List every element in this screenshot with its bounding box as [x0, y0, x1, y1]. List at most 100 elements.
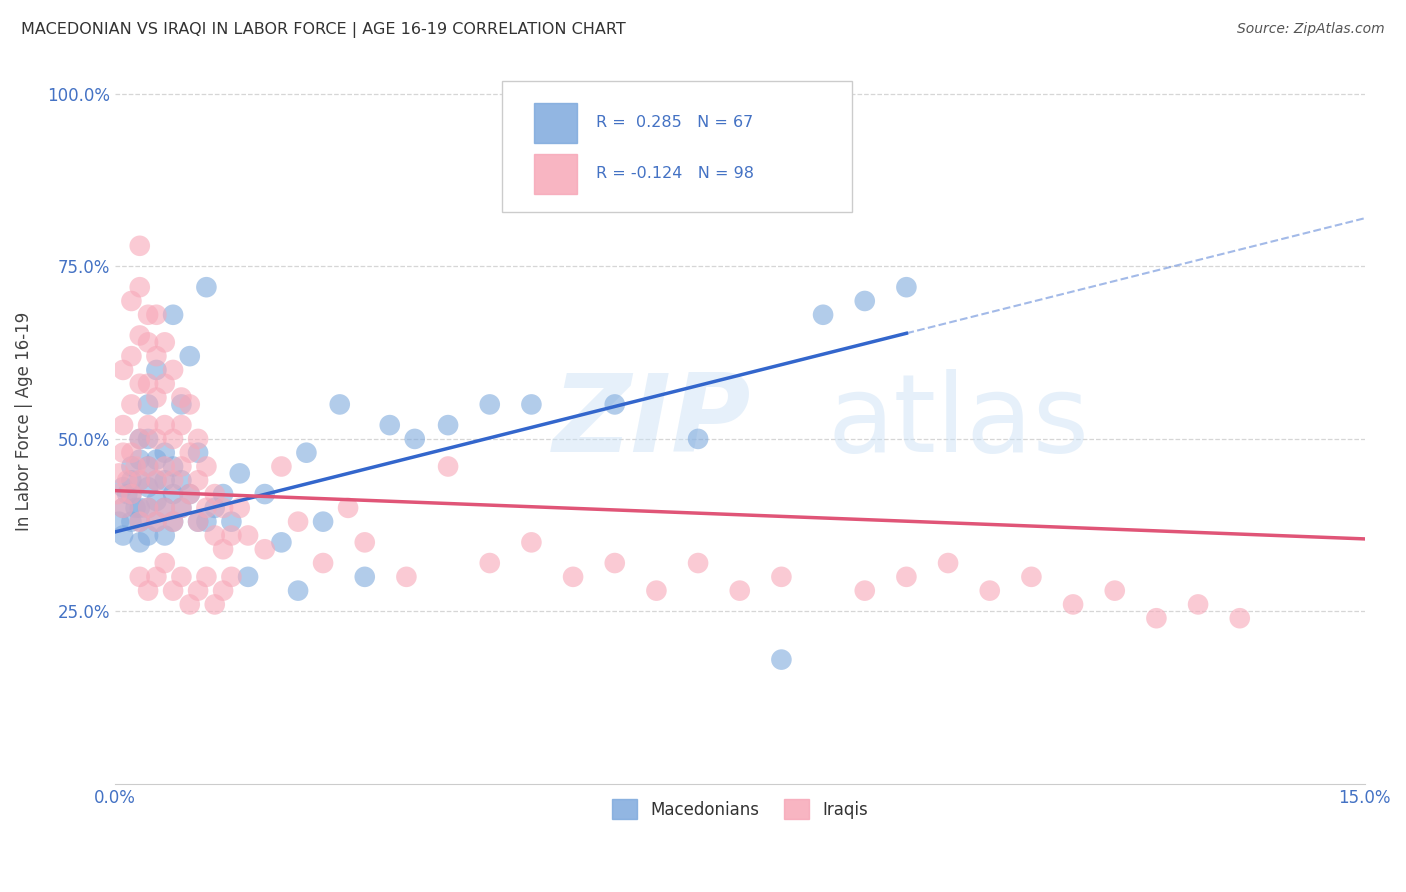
Point [120, 473, 142, 487]
Point [170, 418, 193, 433]
Point [179, 598, 201, 612]
Point [1021, 570, 1043, 584]
Point [204, 487, 226, 501]
Point [229, 500, 252, 515]
Point [478, 556, 501, 570]
Point [153, 376, 176, 391]
Point [136, 459, 159, 474]
Point [212, 583, 235, 598]
Point [404, 432, 426, 446]
Point [128, 570, 150, 584]
Point [688, 556, 710, 570]
Point [162, 459, 184, 474]
Point [179, 349, 201, 363]
Point [179, 446, 201, 460]
Point [153, 459, 176, 474]
Point [728, 583, 751, 598]
Point [145, 452, 167, 467]
Point [212, 542, 235, 557]
Point [108, 467, 131, 481]
Point [128, 280, 150, 294]
Y-axis label: In Labor Force | Age 16-19: In Labor Force | Age 16-19 [15, 312, 32, 532]
Point [136, 583, 159, 598]
Point [136, 432, 159, 446]
Point [603, 556, 626, 570]
Point [112, 528, 135, 542]
Point [179, 397, 201, 411]
Point [353, 535, 375, 549]
Point [120, 397, 142, 411]
Point [1104, 583, 1126, 598]
Point [124, 500, 146, 515]
Point [153, 418, 176, 433]
Point [187, 583, 209, 598]
Point [770, 652, 793, 666]
Point [212, 500, 235, 515]
Point [162, 473, 184, 487]
Point [896, 280, 918, 294]
Point [195, 459, 218, 474]
Point [204, 598, 226, 612]
Point [295, 446, 318, 460]
Point [136, 397, 159, 411]
Point [145, 308, 167, 322]
Point [128, 376, 150, 391]
Point [117, 473, 139, 487]
Point [162, 363, 184, 377]
Point [128, 473, 150, 487]
Point [253, 542, 276, 557]
Point [136, 459, 159, 474]
Point [236, 528, 259, 542]
Point [853, 293, 876, 308]
Point [236, 570, 259, 584]
Point [979, 583, 1001, 598]
Point [688, 432, 710, 446]
Point [187, 473, 209, 487]
Point [145, 473, 167, 487]
Point [520, 535, 543, 549]
Point [195, 280, 218, 294]
Point [520, 397, 543, 411]
Point [896, 570, 918, 584]
Point [153, 528, 176, 542]
Point [645, 583, 668, 598]
Point [770, 570, 793, 584]
Point [287, 583, 309, 598]
Point [128, 515, 150, 529]
Point [1187, 598, 1209, 612]
Point [221, 515, 243, 529]
Point [170, 397, 193, 411]
Point [204, 528, 226, 542]
Point [145, 515, 167, 529]
Point [936, 556, 959, 570]
Point [112, 500, 135, 515]
Text: Source: ZipAtlas.com: Source: ZipAtlas.com [1237, 22, 1385, 37]
Point [170, 391, 193, 405]
Point [187, 446, 209, 460]
Point [253, 487, 276, 501]
Text: R =  0.285   N = 67: R = 0.285 N = 67 [596, 115, 754, 130]
Point [195, 500, 218, 515]
Point [136, 500, 159, 515]
Point [145, 515, 167, 529]
Point [112, 363, 135, 377]
Text: ZIP: ZIP [553, 368, 751, 475]
Point [153, 500, 176, 515]
Point [145, 570, 167, 584]
Point [153, 446, 176, 460]
Point [136, 418, 159, 433]
Point [287, 515, 309, 529]
Point [162, 487, 184, 501]
Point [120, 459, 142, 474]
Point [162, 583, 184, 598]
Bar [533, 103, 578, 143]
Point [145, 473, 167, 487]
Point [145, 391, 167, 405]
Point [145, 349, 167, 363]
Point [187, 515, 209, 529]
Point [128, 535, 150, 549]
Point [478, 397, 501, 411]
Point [136, 480, 159, 494]
Point [378, 418, 401, 433]
Point [603, 397, 626, 411]
